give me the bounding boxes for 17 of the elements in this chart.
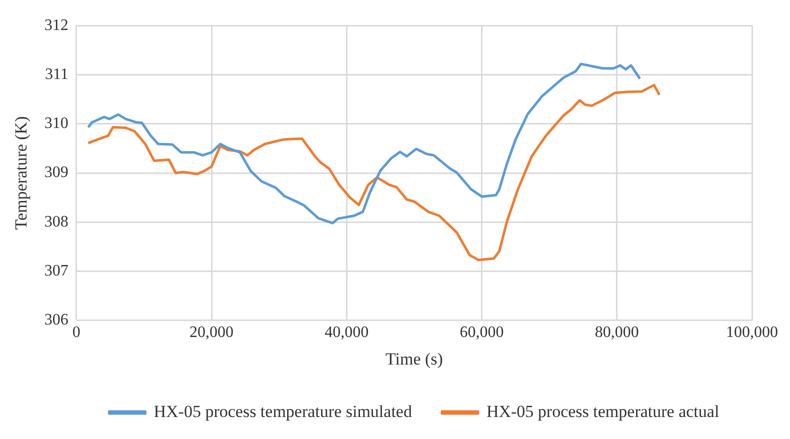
x-tick-label: 80,000 [594,324,639,342]
x-axis-title: Time (s) [385,349,443,368]
y-tick-label: 308 [44,213,68,230]
legend-label: HX-05 process temperature actual [486,402,720,421]
x-tick-label: 0 [72,324,80,342]
legend-label: HX-05 process temperature simulated [154,402,412,421]
x-tick-label: 40,000 [324,324,369,342]
x-tick-label: 100,000 [726,324,778,342]
x-tick-label: 60,000 [460,324,504,342]
y-tick-label: 307 [44,262,68,280]
y-axis-title: Temperature (K) [12,116,31,230]
x-tick-label: 20,000 [190,324,234,342]
y-tick-label: 309 [44,164,68,182]
y-tick-label: 310 [44,115,68,132]
y-tick-label: 311 [44,66,68,83]
y-tick-label: 312 [44,16,68,34]
y-tick-label: 306 [44,312,68,329]
